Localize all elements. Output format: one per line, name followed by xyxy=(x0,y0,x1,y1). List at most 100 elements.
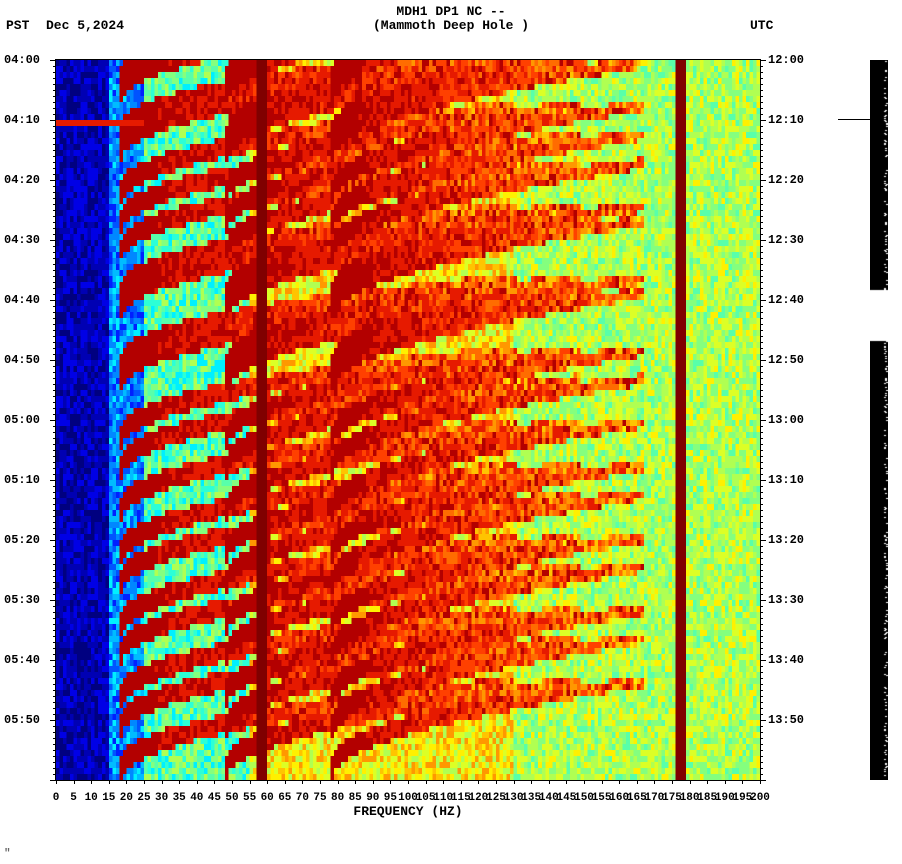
x-tick-mark xyxy=(725,780,726,784)
y-minor-tick xyxy=(760,486,763,487)
y-minor-tick xyxy=(760,564,763,565)
y-minor-tick xyxy=(53,216,56,217)
y-right-tick: 13:10 xyxy=(768,474,816,486)
x-tick-mark xyxy=(514,780,515,784)
y-minor-tick xyxy=(760,126,763,127)
y-minor-tick xyxy=(760,240,766,241)
x-tick-label: 95 xyxy=(384,792,397,804)
y-minor-tick xyxy=(53,492,56,493)
y-minor-tick xyxy=(53,462,56,463)
y-minor-tick xyxy=(53,114,56,115)
y-minor-tick xyxy=(760,468,763,469)
x-tick-label: 0 xyxy=(53,792,60,804)
y-minor-tick xyxy=(53,426,56,427)
x-tick-label: 65 xyxy=(278,792,291,804)
x-tick-label: 30 xyxy=(155,792,168,804)
x-tick-mark xyxy=(584,780,585,784)
y-minor-tick xyxy=(53,174,56,175)
y-minor-tick xyxy=(760,360,766,361)
y-minor-tick xyxy=(760,696,763,697)
x-tick-mark xyxy=(566,780,567,784)
spectrogram-heatmap xyxy=(56,60,760,780)
y-minor-tick xyxy=(760,378,763,379)
y-minor-tick xyxy=(53,486,56,487)
y-minor-tick xyxy=(760,408,763,409)
y-minor-tick xyxy=(53,750,56,751)
x-tick-mark xyxy=(197,780,198,784)
y-minor-tick xyxy=(53,264,56,265)
y-minor-tick xyxy=(760,384,763,385)
y-minor-tick xyxy=(760,330,763,331)
y-minor-tick xyxy=(760,96,763,97)
y-minor-tick xyxy=(760,456,763,457)
y-right-tick: 12:30 xyxy=(768,234,816,246)
y-minor-tick xyxy=(53,378,56,379)
x-tick-mark xyxy=(162,780,163,784)
y-minor-tick xyxy=(760,612,763,613)
y-minor-tick xyxy=(760,246,763,247)
y-minor-tick xyxy=(760,768,763,769)
y-minor-tick xyxy=(53,606,56,607)
y-minor-tick xyxy=(53,156,56,157)
y-minor-tick xyxy=(760,480,766,481)
y-minor-tick xyxy=(53,528,56,529)
y-minor-tick xyxy=(760,204,763,205)
x-tick-mark xyxy=(126,780,127,784)
y-minor-tick xyxy=(760,276,763,277)
y-minor-tick xyxy=(760,432,763,433)
x-tick-label: 50 xyxy=(225,792,238,804)
y-minor-tick xyxy=(760,264,763,265)
y-minor-tick xyxy=(53,396,56,397)
y-minor-tick xyxy=(53,372,56,373)
y-right-tick: 12:00 xyxy=(768,54,816,66)
x-tick-mark xyxy=(637,780,638,784)
x-tick-label: 80 xyxy=(331,792,344,804)
y-minor-tick xyxy=(760,138,763,139)
y-minor-tick xyxy=(50,300,56,301)
x-tick-mark xyxy=(707,780,708,784)
y-minor-tick xyxy=(760,252,763,253)
y-right-tick: 13:40 xyxy=(768,654,816,666)
y-minor-tick xyxy=(760,576,763,577)
y-minor-tick xyxy=(760,492,763,493)
y-minor-tick xyxy=(760,180,766,181)
x-tick-mark xyxy=(654,780,655,784)
x-tick-mark xyxy=(373,780,374,784)
y-minor-tick xyxy=(53,588,56,589)
y-minor-tick xyxy=(53,414,56,415)
y-minor-tick xyxy=(50,420,56,421)
y-minor-tick xyxy=(760,540,766,541)
y-minor-tick xyxy=(53,756,56,757)
y-minor-tick xyxy=(760,234,763,235)
y-minor-tick xyxy=(760,426,763,427)
y-minor-tick xyxy=(53,96,56,97)
y-minor-tick xyxy=(53,432,56,433)
y-minor-tick xyxy=(760,666,763,667)
x-tick-mark xyxy=(443,780,444,784)
y-minor-tick xyxy=(760,648,763,649)
y-minor-tick xyxy=(53,108,56,109)
y-minor-tick xyxy=(53,498,56,499)
y-minor-tick xyxy=(53,390,56,391)
y-minor-tick xyxy=(760,210,763,211)
y-minor-tick xyxy=(760,402,763,403)
y-minor-tick xyxy=(760,750,763,751)
y-minor-tick xyxy=(53,672,56,673)
y-minor-tick xyxy=(50,540,56,541)
x-tick-mark xyxy=(478,780,479,784)
y-minor-tick xyxy=(53,312,56,313)
y-minor-tick xyxy=(53,678,56,679)
y-minor-tick xyxy=(760,396,763,397)
y-minor-tick xyxy=(50,720,56,721)
y-minor-tick xyxy=(50,120,56,121)
y-minor-tick xyxy=(53,726,56,727)
y-minor-tick xyxy=(53,252,56,253)
y-minor-tick xyxy=(53,324,56,325)
y-left-tick: 04:10 xyxy=(4,114,52,126)
y-minor-tick xyxy=(53,294,56,295)
y-minor-tick xyxy=(760,354,763,355)
y-minor-tick xyxy=(53,144,56,145)
y-minor-tick xyxy=(53,204,56,205)
y-minor-tick xyxy=(53,102,56,103)
y-minor-tick xyxy=(53,732,56,733)
